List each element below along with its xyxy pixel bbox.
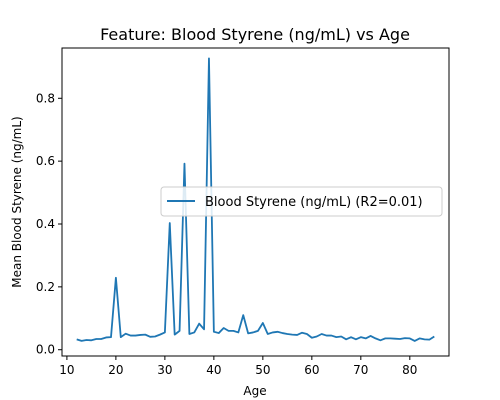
series-line-0 [76, 57, 435, 342]
plot-area [61, 47, 450, 357]
y-tick-label: 0.0 [36, 343, 55, 357]
x-tick-label: 50 [255, 363, 270, 377]
y-tick-label: 0.2 [36, 280, 55, 294]
x-tick-label: 60 [304, 363, 319, 377]
x-tick-label: 70 [353, 363, 368, 377]
y-axis-ticks: 0.0 0.2 0.4 0.6 0.8 [36, 91, 62, 357]
chart-title: Feature: Blood Styrene (ng/mL) vs Age [100, 25, 410, 44]
x-tick-label: 40 [206, 363, 221, 377]
series-layer [76, 57, 435, 342]
y-axis-label: Mean Blood Styrene (ng/mL) [10, 116, 24, 287]
x-axis-label: Age [243, 384, 266, 398]
y-tick-label: 0.4 [36, 217, 55, 231]
legend-box [160, 186, 443, 217]
y-tick-label: 0.6 [36, 154, 55, 168]
legend: Blood Styrene (ng/mL) (R2=0.01) [160, 186, 443, 217]
y-tick-label: 0.8 [36, 91, 55, 105]
x-tick-label: 20 [108, 363, 123, 377]
legend-entry-label: Blood Styrene (ng/mL) (R2=0.01) [205, 195, 423, 210]
x-tick-label: 30 [157, 363, 172, 377]
plot-frame [61, 47, 450, 357]
x-tick-label: 80 [402, 363, 417, 377]
x-tick-label: 10 [59, 363, 74, 377]
x-axis-ticks: 10 20 30 40 50 60 70 80 [59, 356, 417, 377]
